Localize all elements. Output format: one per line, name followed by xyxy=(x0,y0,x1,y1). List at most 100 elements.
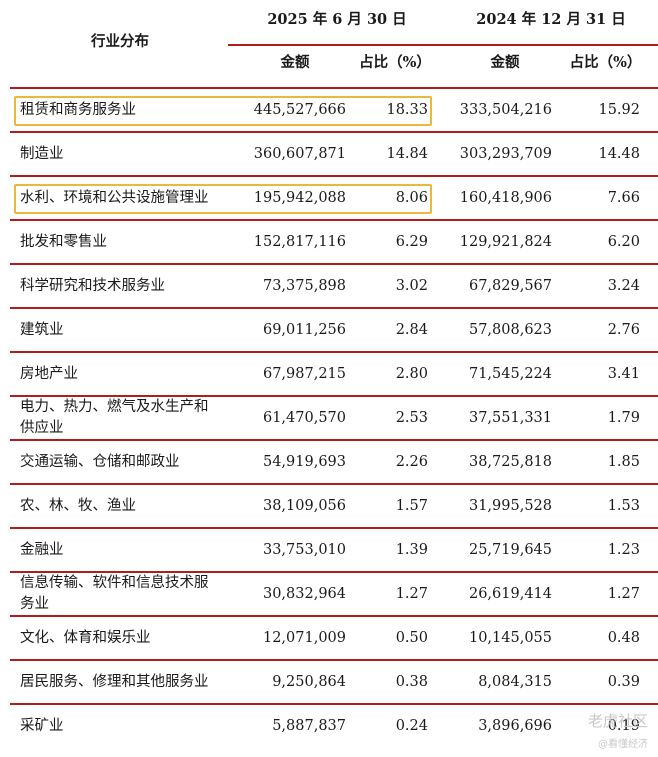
row-rule xyxy=(10,571,658,573)
pct-2025: 2.26 xyxy=(395,454,428,470)
amount-2025: 67,987,215 xyxy=(262,366,346,382)
pct-2024: 3.41 xyxy=(607,366,640,382)
industry-name: 交通运输、仓储和邮政业 xyxy=(20,452,180,473)
row-rule xyxy=(10,615,658,617)
industry-name-line: 采矿业 xyxy=(20,718,64,734)
industry-name: 金融业 xyxy=(20,540,64,561)
industry-name: 批发和零售业 xyxy=(20,232,107,253)
pct-2024: 0.19 xyxy=(607,718,640,734)
pct-2024: 15.92 xyxy=(598,102,640,118)
pct-2025: 0.50 xyxy=(395,630,428,646)
industry-name: 文化、体育和娱乐业 xyxy=(20,628,151,649)
amount-2025: 9,250,864 xyxy=(272,674,346,690)
industry-name-line: 房地产业 xyxy=(20,366,78,382)
amount-2025: 54,919,693 xyxy=(262,454,346,470)
amount-2025: 61,470,570 xyxy=(262,410,346,426)
amount-2024: 3,896,696 xyxy=(478,718,552,734)
industry-name-line: 居民服务、修理和其他服务业 xyxy=(20,674,209,690)
pct-2025: 1.27 xyxy=(395,586,428,602)
industry-name: 房地产业 xyxy=(20,364,78,385)
header-pct-2025: 占比（%） xyxy=(359,54,431,71)
industry-name-line: 信息传输、软件和信息技术服 xyxy=(20,575,209,591)
pct-2024: 0.48 xyxy=(607,630,640,646)
row-rule xyxy=(10,483,658,485)
amount-2024: 8,084,315 xyxy=(478,674,552,690)
header-amount-2025: 金额 xyxy=(280,54,310,71)
amount-2025: 33,753,010 xyxy=(262,542,346,558)
amount-2024: 303,293,709 xyxy=(459,146,552,162)
industry-name-line: 农、林、牧、渔业 xyxy=(20,498,136,514)
industry-name-line: 电力、热力、燃气及水生产和 xyxy=(20,399,209,415)
pct-2025: 3.02 xyxy=(395,278,428,294)
pct-2024: 14.48 xyxy=(598,146,640,162)
pct-2025: 0.24 xyxy=(395,718,428,734)
industry-name-line: 交通运输、仓储和邮政业 xyxy=(20,454,180,470)
industry-name-line: 务业 xyxy=(20,596,49,612)
header-bottom-rule xyxy=(10,87,658,89)
amount-2024: 25,719,645 xyxy=(468,542,552,558)
pct-2025: 2.80 xyxy=(395,366,428,382)
amount-2025: 195,942,088 xyxy=(253,190,346,206)
industry-name-line: 制造业 xyxy=(20,146,64,162)
row-rule xyxy=(10,131,658,133)
industry-name-line: 建筑业 xyxy=(20,322,64,338)
industry-name-line: 租赁和商务服务业 xyxy=(20,102,136,118)
amount-2025: 5,887,837 xyxy=(272,718,346,734)
header-rule xyxy=(228,44,658,46)
pct-2024: 1.85 xyxy=(607,454,640,470)
highlight-box-leasing xyxy=(14,96,432,126)
industry-name: 电力、热力、燃气及水生产和 供应业 xyxy=(20,397,209,439)
amount-2025: 445,527,666 xyxy=(253,102,346,118)
row-rule xyxy=(10,307,658,309)
industry-name-line: 金融业 xyxy=(20,542,64,558)
pct-2024: 1.27 xyxy=(607,586,640,602)
amount-2025: 38,109,056 xyxy=(262,498,346,514)
row-rule xyxy=(10,395,658,397)
header-amount-2024: 金额 xyxy=(490,54,520,71)
industry-name: 建筑业 xyxy=(20,320,64,341)
header-period-2025: 2025 年 6 月 30 日 xyxy=(267,11,407,28)
row-rule xyxy=(10,527,658,529)
row-rule xyxy=(10,219,658,221)
industry-name: 水利、环境和公共设施管理业 xyxy=(20,188,209,209)
pct-2024: 1.23 xyxy=(607,542,640,558)
amount-2025: 152,817,116 xyxy=(253,234,346,250)
amount-2024: 129,921,824 xyxy=(459,234,552,250)
industry-name-line: 供应业 xyxy=(20,420,64,436)
amount-2024: 67,829,567 xyxy=(468,278,552,294)
industry-name: 制造业 xyxy=(20,144,64,165)
pct-2025: 14.84 xyxy=(386,146,428,162)
pct-2024: 0.39 xyxy=(607,674,640,690)
amount-2024: 37,551,331 xyxy=(468,410,552,426)
pct-2024: 1.53 xyxy=(607,498,640,514)
pct-2025: 1.57 xyxy=(395,498,428,514)
amount-2025: 69,011,256 xyxy=(262,322,346,338)
highlight-box-water xyxy=(14,184,432,214)
industry-name: 科学研究和技术服务业 xyxy=(20,276,165,297)
industry-name: 信息传输、软件和信息技术服 务业 xyxy=(20,573,209,615)
amount-2025: 30,832,964 xyxy=(262,586,346,602)
row-rule xyxy=(10,175,658,177)
industry-name-line: 水利、环境和公共设施管理业 xyxy=(20,190,209,206)
pct-2024: 3.24 xyxy=(607,278,640,294)
amount-2024: 38,725,818 xyxy=(468,454,552,470)
pct-2025: 8.06 xyxy=(395,190,428,206)
amount-2024: 57,808,623 xyxy=(468,322,552,338)
industry-name-line: 科学研究和技术服务业 xyxy=(20,278,165,294)
pct-2025: 18.33 xyxy=(386,102,428,118)
amount-2025: 12,071,009 xyxy=(262,630,346,646)
header-industry: 行业分布 xyxy=(91,33,149,50)
industry-name: 居民服务、修理和其他服务业 xyxy=(20,672,209,693)
amount-2024: 26,619,414 xyxy=(468,586,552,602)
row-rule xyxy=(10,439,658,441)
industry-name-line: 批发和零售业 xyxy=(20,234,107,250)
pct-2025: 2.84 xyxy=(395,322,428,338)
pct-2025: 2.53 xyxy=(395,410,428,426)
pct-2025: 0.38 xyxy=(395,674,428,690)
row-rule xyxy=(10,351,658,353)
amount-2024: 160,418,906 xyxy=(459,190,552,206)
pct-2025: 6.29 xyxy=(395,234,428,250)
industry-name-line: 文化、体育和娱乐业 xyxy=(20,630,151,646)
industry-name: 租赁和商务服务业 xyxy=(20,100,136,121)
header-period-2024: 2024 年 12 月 31 日 xyxy=(476,11,626,28)
